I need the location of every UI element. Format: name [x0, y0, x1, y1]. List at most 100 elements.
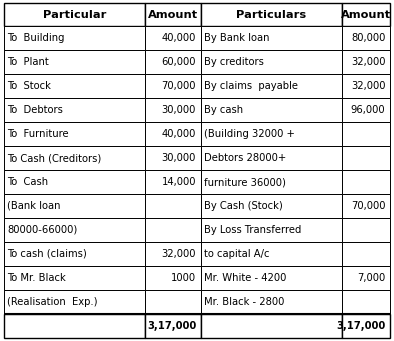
Text: To Mr. Black: To Mr. Black: [7, 273, 66, 283]
Text: By Cash (Stock): By Cash (Stock): [204, 201, 283, 211]
Text: (Bank loan: (Bank loan: [7, 201, 61, 211]
Text: To  Building: To Building: [7, 33, 65, 43]
Bar: [201, 98, 342, 122]
Bar: [4, 218, 145, 242]
Text: 14,000: 14,000: [162, 177, 196, 187]
Text: Mr. Black - 2800: Mr. Black - 2800: [204, 297, 284, 307]
Bar: [201, 290, 342, 314]
Bar: [145, 50, 201, 74]
Bar: [342, 170, 390, 194]
Text: To  Furniture: To Furniture: [7, 129, 69, 139]
Text: Amount: Amount: [341, 10, 391, 20]
Text: 30,000: 30,000: [162, 105, 196, 115]
Bar: [201, 3, 342, 27]
Bar: [4, 170, 145, 194]
Bar: [4, 146, 145, 170]
Bar: [4, 314, 145, 338]
Bar: [342, 122, 390, 146]
Text: To Cash (Creditors): To Cash (Creditors): [7, 153, 101, 163]
Bar: [145, 98, 201, 122]
Bar: [201, 218, 342, 242]
Bar: [201, 266, 342, 290]
Text: By claims  payable: By claims payable: [204, 81, 298, 91]
Bar: [145, 242, 201, 266]
Text: 96,000: 96,000: [351, 105, 385, 115]
Text: To  Plant: To Plant: [7, 57, 49, 68]
Bar: [342, 98, 390, 122]
Bar: [145, 266, 201, 290]
Bar: [145, 314, 201, 338]
Bar: [342, 50, 390, 74]
Text: By cash: By cash: [204, 105, 243, 115]
Text: 32,000: 32,000: [162, 249, 196, 259]
Text: 70,000: 70,000: [162, 81, 196, 91]
Text: By Loss Transferred: By Loss Transferred: [204, 225, 301, 235]
Bar: [201, 27, 342, 50]
Text: 70,000: 70,000: [351, 201, 385, 211]
Bar: [342, 27, 390, 50]
Text: furniture 36000): furniture 36000): [204, 177, 286, 187]
Text: Particulars: Particulars: [236, 10, 307, 20]
Text: 40,000: 40,000: [162, 129, 196, 139]
Text: To  Stock: To Stock: [7, 81, 51, 91]
Bar: [4, 194, 145, 218]
Text: By creditors: By creditors: [204, 57, 264, 68]
Bar: [342, 74, 390, 98]
Text: By Bank loan: By Bank loan: [204, 33, 269, 43]
Bar: [145, 27, 201, 50]
Text: Debtors 28000+: Debtors 28000+: [204, 153, 286, 163]
Bar: [4, 50, 145, 74]
Text: To cash (claims): To cash (claims): [7, 249, 87, 259]
Bar: [201, 314, 342, 338]
Bar: [201, 170, 342, 194]
Bar: [342, 314, 390, 338]
Text: 30,000: 30,000: [162, 153, 196, 163]
Text: 1000: 1000: [171, 273, 196, 283]
Bar: [145, 290, 201, 314]
Bar: [342, 218, 390, 242]
Bar: [145, 74, 201, 98]
Bar: [201, 122, 342, 146]
Text: 80000-66000): 80000-66000): [7, 225, 77, 235]
Text: 32,000: 32,000: [351, 81, 385, 91]
Bar: [201, 74, 342, 98]
Text: 40,000: 40,000: [162, 33, 196, 43]
Text: Mr. White - 4200: Mr. White - 4200: [204, 273, 286, 283]
Bar: [145, 3, 201, 27]
Bar: [4, 290, 145, 314]
Bar: [4, 98, 145, 122]
Bar: [4, 266, 145, 290]
Text: 60,000: 60,000: [162, 57, 196, 68]
Bar: [145, 218, 201, 242]
Text: 3,17,000: 3,17,000: [147, 321, 196, 331]
Bar: [201, 146, 342, 170]
Bar: [4, 27, 145, 50]
Bar: [342, 266, 390, 290]
Text: 32,000: 32,000: [351, 57, 385, 68]
Bar: [4, 74, 145, 98]
Text: 7,000: 7,000: [357, 273, 385, 283]
Bar: [145, 170, 201, 194]
Bar: [145, 122, 201, 146]
Text: To  Debtors: To Debtors: [7, 105, 63, 115]
Bar: [201, 50, 342, 74]
Bar: [342, 3, 390, 27]
Bar: [342, 290, 390, 314]
Text: Amount: Amount: [148, 10, 198, 20]
Bar: [4, 122, 145, 146]
Text: to capital A/c: to capital A/c: [204, 249, 269, 259]
Bar: [4, 242, 145, 266]
Text: (Building 32000 +: (Building 32000 +: [204, 129, 295, 139]
Bar: [201, 242, 342, 266]
Text: 3,17,000: 3,17,000: [336, 321, 385, 331]
Bar: [145, 146, 201, 170]
Bar: [4, 3, 145, 27]
Text: (Realisation  Exp.): (Realisation Exp.): [7, 297, 98, 307]
Text: 80,000: 80,000: [351, 33, 385, 43]
Text: Particular: Particular: [43, 10, 106, 20]
Bar: [145, 194, 201, 218]
Bar: [201, 194, 342, 218]
Bar: [342, 146, 390, 170]
Bar: [342, 242, 390, 266]
Bar: [342, 194, 390, 218]
